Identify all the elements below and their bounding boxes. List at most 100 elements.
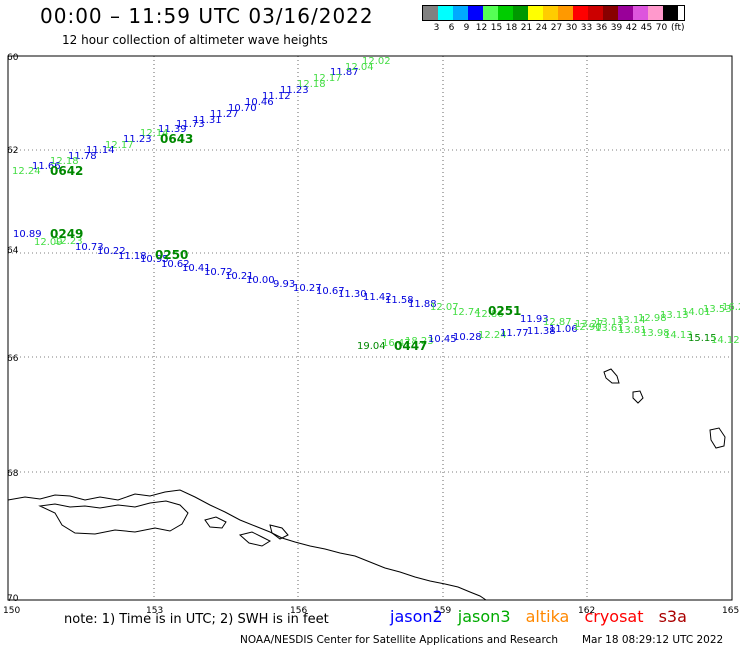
legend-label: 24	[535, 23, 548, 33]
wave-height-label: 10.22	[97, 246, 126, 257]
legend-swatch	[633, 6, 648, 20]
pass-time-label: 0447	[394, 339, 427, 353]
satellite-cryosat: cryosat	[584, 607, 644, 626]
wave-height-label: 13.13	[660, 310, 689, 321]
wave-height-label: 10.41	[182, 263, 211, 274]
legend-label: 42	[625, 23, 638, 33]
legend-label: 36	[595, 23, 608, 33]
wave-height-label: 9.93	[273, 279, 295, 290]
wave-height-label: 12.18	[50, 156, 79, 167]
legend-labels: 3 6 9 12 15 18 21 24 27 30 33 36 39 42 45 70 (ft)	[422, 23, 685, 33]
wave-height-label: 11.30	[338, 289, 367, 300]
lon-tick: 150	[3, 606, 20, 616]
wave-height-label: 13.14	[617, 315, 646, 326]
pass-time-label: 0251	[488, 304, 521, 318]
legend-swatch	[558, 6, 573, 20]
wave-height-label: 12.87	[543, 317, 572, 328]
wave-height-label: 13.98	[641, 328, 670, 339]
legend-swatch	[573, 6, 588, 20]
legend-label: 12	[475, 23, 488, 33]
legend-swatch	[498, 6, 513, 20]
wave-height-label: 11.06	[549, 324, 578, 335]
longitude-ticks: 150 153 156 159 162 165	[3, 606, 739, 616]
legend-label: 30	[565, 23, 578, 33]
legend-label: 9	[463, 23, 470, 33]
satellite-s3a: s3a	[658, 607, 687, 626]
pass-labels: 0643 0642 0249 0250 0251 0447	[50, 132, 521, 353]
lon-tick: 159	[434, 606, 451, 616]
legend-swatch	[618, 6, 633, 20]
legend-swatches	[422, 5, 685, 21]
wave-height-label: 10.67	[316, 286, 345, 297]
wave-height-label: 10.70	[228, 103, 257, 114]
wave-height-label: 10.95	[140, 254, 169, 265]
wave-height-label: 12.17	[105, 140, 134, 151]
wave-height-label: 16.24	[722, 302, 740, 313]
pass-time-label: 0250	[155, 248, 188, 262]
credit-line: NOAA/NESDIS Center for Satellite Applica…	[240, 634, 723, 646]
graticule	[8, 56, 732, 600]
lat-tick: 60	[7, 53, 19, 63]
lat-tick: 68	[7, 469, 19, 479]
pass-time-label: 0249	[50, 227, 83, 241]
legend-swatch	[648, 6, 663, 20]
pass-time-label: 0642	[50, 164, 83, 178]
legend-label: 3	[433, 23, 440, 33]
wave-height-label: 11.27	[210, 109, 239, 120]
wave-height-label: 11.88	[408, 299, 437, 310]
wave-height-label: 14.12	[711, 335, 740, 346]
wave-height-label: 11.42	[363, 292, 392, 303]
wave-height-label: 12.24	[12, 166, 41, 177]
wave-height-label: 10.45	[428, 334, 457, 345]
coastline	[7, 368, 726, 601]
wave-height-label: 16.47	[382, 338, 411, 349]
wave-height-label: 10.21	[225, 271, 254, 282]
legend-label: 33	[580, 23, 593, 33]
pass-time-label: 0643	[160, 132, 193, 146]
legend-swatch	[453, 6, 468, 20]
wave-height-label: 13.27	[575, 319, 604, 330]
legend-spacer	[422, 23, 429, 33]
wave-height-label: 12.18	[297, 79, 326, 90]
wave-height-label: 13.13	[595, 317, 624, 328]
lon-tick: 156	[290, 606, 307, 616]
wave-height-label: 10.00	[246, 275, 275, 286]
wave-height-label: 12.02	[362, 56, 391, 67]
legend-swatch	[438, 6, 453, 20]
legend-label: 18	[505, 23, 518, 33]
credit-org: NOAA/NESDIS Center for Satellite Applica…	[240, 634, 558, 646]
wave-height-label: 11.23	[123, 134, 152, 145]
legend-label: 15	[490, 23, 503, 33]
legend-label: 39	[610, 23, 623, 33]
wave-height-label: 12.04	[345, 62, 374, 73]
wave-height-tracks: 12.0211.8712.0412.1712.1811.2311.1210.46…	[12, 56, 740, 352]
wave-height-label: 19.04	[357, 341, 386, 352]
legend-swatch	[603, 6, 618, 20]
legend-label: 45	[640, 23, 653, 33]
wave-height-label: 12.09	[34, 237, 63, 248]
lon-tick: 165	[722, 606, 739, 616]
wave-height-label: 11.58	[385, 295, 414, 306]
wave-height-label: 11.66	[32, 161, 61, 172]
lon-tick: 162	[578, 606, 595, 616]
latitude-ticks: 60 62 64 66 68 70	[7, 53, 19, 604]
wave-height-label: 12.86	[475, 309, 504, 320]
lon-tick: 153	[146, 606, 163, 616]
legend-swatch	[663, 6, 678, 20]
wave-height-label: 12.24	[478, 330, 507, 341]
page-subtitle: 12 hour collection of altimeter wave hei…	[62, 33, 328, 47]
satellite-altika: altika	[525, 607, 570, 626]
wave-height-label: 11.38	[527, 326, 556, 337]
wave-height-label: 12.17	[313, 73, 342, 84]
legend-swatch	[543, 6, 558, 20]
wave-height-label: 11.73	[176, 119, 205, 130]
wave-height-label: 12.90	[573, 322, 602, 333]
footer-note: note: 1) Time is in UTC; 2) SWH is in fe…	[64, 612, 329, 627]
legend-label: 27	[550, 23, 563, 33]
wave-height-label: 11.12	[262, 91, 291, 102]
lat-tick: 70	[7, 594, 19, 604]
legend-label: 70	[655, 23, 668, 33]
color-legend: 3 6 9 12 15 18 21 24 27 30 33 36 39 42 45 70 (ft)	[422, 5, 685, 33]
page-title: 00:00 – 11:59 UTC 03/16/2022	[40, 4, 374, 28]
